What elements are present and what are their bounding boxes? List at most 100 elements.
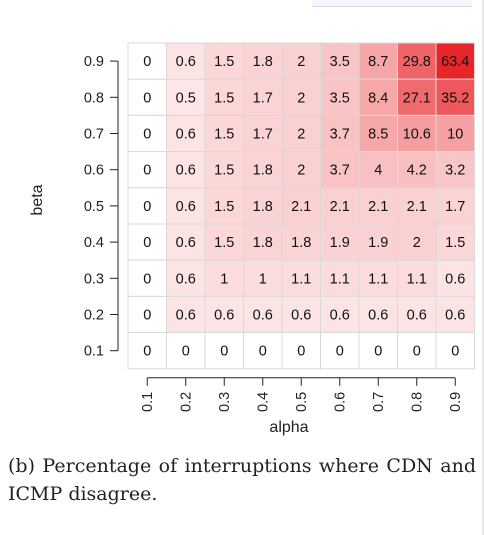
cell-value-label: 1.8 [291,235,311,251]
top-bar [312,0,472,7]
y-axis: 0.9 0.8 0.7 0.6 0.5 0.4 0.3 0.2 0.1 [84,54,119,360]
heatmap-cell [435,223,475,261]
cell-value-label: 2.1 [368,199,388,215]
heatmap-cell [127,332,167,370]
y-tick-label: 0.8 [84,90,104,106]
x-tick-label: 0.8 [410,392,426,412]
cell-value-label: 3.7 [330,163,350,179]
cell-value-label: 0.6 [176,308,196,324]
heatmap-cell [204,295,244,334]
heatmap-cell [166,187,206,225]
cell-value-label: 0.6 [445,271,465,287]
heatmap-cell [281,78,321,116]
heatmap-cell [320,295,360,334]
cell-value-label: 0 [259,344,267,360]
cell-value-label: 2 [297,90,305,106]
heatmap-cell [320,332,360,370]
cell-value-label: 0 [336,344,344,360]
cell-value-label: 0 [374,344,382,360]
cell-value-label: 1 [220,271,228,287]
cell-value-label: 0.6 [176,235,196,251]
x-tick-label: 0.4 [256,392,272,412]
cell-value-label: 1.7 [445,199,465,215]
cell-value-label: 1.5 [214,54,234,70]
heatmap-cell [127,114,167,153]
heatmap-cell [435,78,475,116]
heatmap-cell [166,259,206,297]
heatmap-cell [166,78,206,116]
heatmap-cell [435,114,475,153]
heatmap-cell [127,187,167,225]
cell-value-label: 0 [143,308,151,324]
y-tick-label: 0.2 [84,308,104,324]
x-tick-label: 0.1 [140,392,156,412]
heatmap-cell [127,259,167,297]
cell-value-label: 1 [259,271,267,287]
x-tick-label: 0.3 [217,392,233,412]
cell-value-label: 1.5 [214,235,234,251]
cell-value-label: 10 [447,127,463,143]
cell-value-label: 0 [297,344,305,360]
cell-value-label: 3.5 [330,90,350,106]
cell-value-label: 10.6 [403,127,431,143]
cell-value-label: 8.7 [368,54,388,70]
heatmap-cell [243,78,283,116]
y-tick-label: 0.3 [84,271,104,287]
heatmap-cell [204,223,244,261]
cell-value-label: 63.4 [441,54,469,70]
cell-value-label: 4 [374,163,382,179]
heatmap-cell [281,259,321,297]
x-tick-label: 0.7 [371,392,387,412]
y-tick-label: 0.9 [84,54,104,70]
cell-value-label: 0.6 [176,163,196,179]
cell-labels: 0 0.6 1.5 1.8 2 3.5 8.7 29.8 63.4 0 0.5 1.5 1.7 2 3.5 8… [143,54,469,360]
cell-value-label: 1.8 [253,199,273,215]
cell-value-label: 1.8 [253,54,273,70]
cell-value-label: 0.6 [214,308,234,324]
cell-value-label: 1.5 [214,199,234,215]
heatmap-cell [320,151,360,189]
cell-value-label: 1.9 [368,235,388,251]
cell-value-label: 0 [143,271,151,287]
cell-value-label: 0.6 [253,308,273,324]
heatmap-cell [166,42,206,80]
heatmap-cell [281,295,321,334]
cell-value-label: 0 [143,54,151,70]
cell-value-label: 0 [143,199,151,215]
cell-value-label: 29.8 [403,54,431,70]
y-tick-label: 0.5 [84,199,104,215]
x-tick-label: 0.6 [333,392,349,412]
heatmap-cell [397,295,437,334]
cell-value-label: 1.1 [291,271,311,287]
y-tick-label: 0.6 [84,163,104,179]
cell-value-label: 0.6 [176,199,196,215]
heatmap-cell [127,151,167,189]
cell-value-label: 4.2 [407,163,427,179]
heatmap-cell [435,332,475,370]
heatmap-cell [204,151,244,189]
y-tick-label: 0.4 [84,235,104,251]
right-edge-line [482,0,484,535]
cell-value-label: 0.5 [176,90,196,106]
cell-value-label: 2 [297,127,305,143]
heatmap-cell [204,332,244,370]
cell-value-label: 0 [182,344,190,360]
cell-value-label: 0 [143,235,151,251]
heatmap-cell [127,78,167,116]
cell-value-label: 1.7 [253,127,273,143]
heatmap-cell [397,223,437,261]
heatmap-cell [281,151,321,189]
cell-value-label: 0 [220,344,228,360]
x-axis: 0.1 0.2 0.3 0.4 0.5 0.6 0.7 0.8 0.9 [140,377,464,412]
cell-value-label: 0.6 [291,308,311,324]
heatmap-cell [320,114,360,153]
y-axis-label: beta [29,184,46,215]
heatmap-cell [397,114,437,153]
cell-value-label: 3.7 [330,127,350,143]
cell-value-label: 1.1 [407,271,427,287]
cell-value-label: 0.6 [176,54,196,70]
y-tick-label: 0.7 [84,127,104,143]
cell-value-label: 1.7 [253,90,273,106]
cell-value-label: 35.2 [441,90,469,106]
cell-value-label: 0 [413,344,421,360]
